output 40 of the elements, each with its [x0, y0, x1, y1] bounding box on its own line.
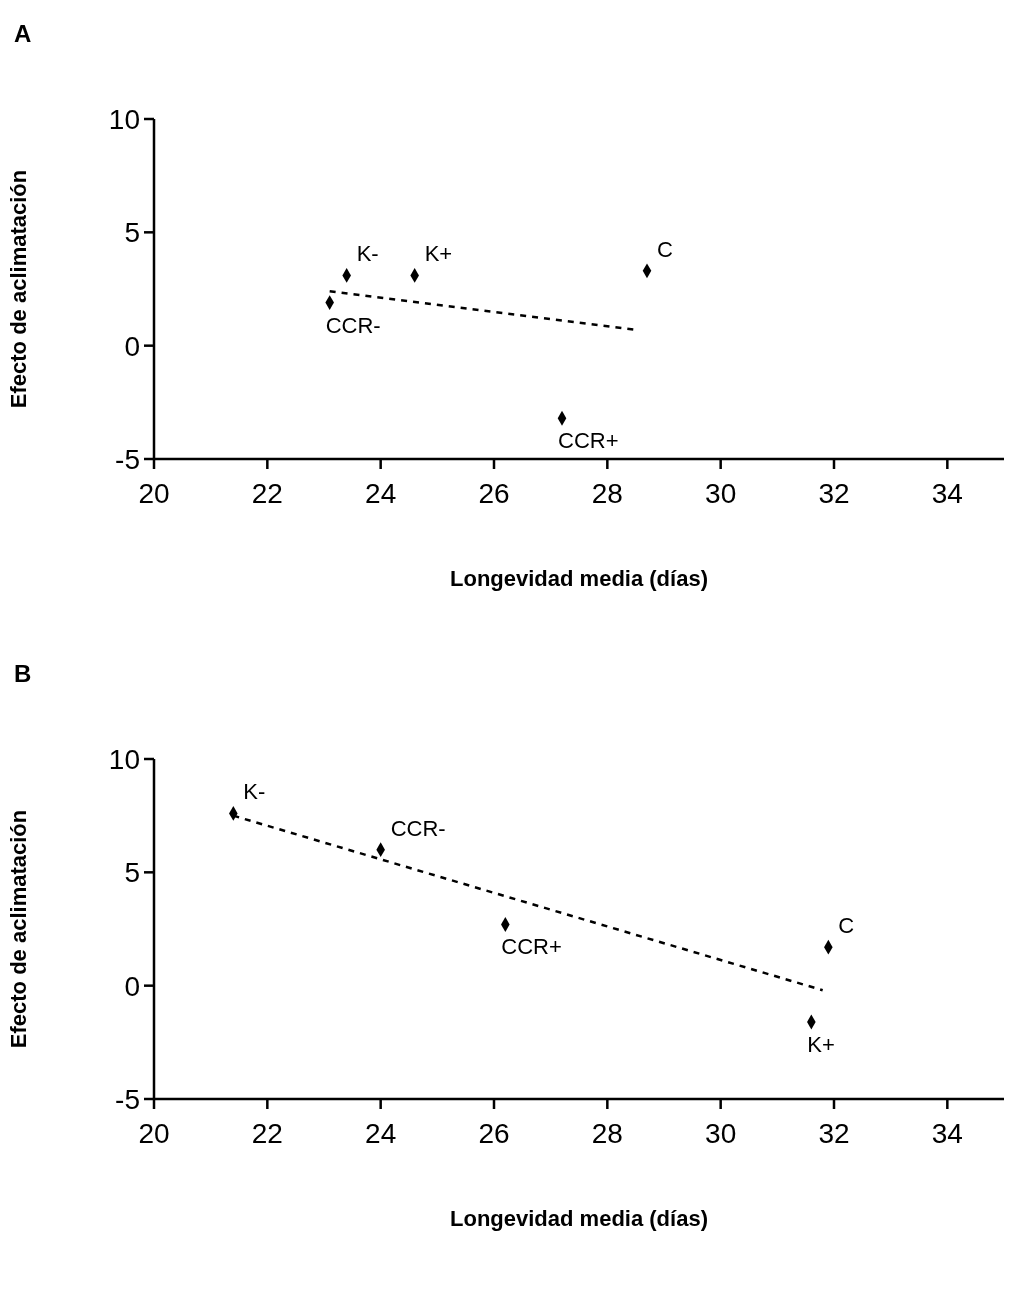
- y-tick-label: -5: [115, 1083, 140, 1115]
- annotation: CCR+: [558, 428, 619, 454]
- annotation: CCR-: [390, 815, 446, 841]
- x-tick-label: 20: [138, 477, 170, 509]
- y-tick-label: 10: [108, 103, 140, 135]
- annotation: K+: [807, 1031, 835, 1057]
- x-tick-label: 26: [478, 1117, 510, 1149]
- x-tick-label: 28: [591, 477, 623, 509]
- x-tick-label: 20: [138, 1117, 170, 1149]
- annotation: K-: [356, 241, 379, 267]
- x-tick-label: 30: [705, 1117, 737, 1149]
- x-tick-label: 24: [365, 1117, 397, 1149]
- annotation: K+: [424, 241, 453, 267]
- annotation: K-: [243, 779, 266, 805]
- x-axis-title: Longevidad media (días): [450, 566, 708, 591]
- x-tick-label: 32: [818, 1117, 850, 1149]
- x-tick-label: 22: [251, 1117, 283, 1149]
- y-tick-label: 5: [124, 217, 140, 249]
- x-tick-label: 26: [478, 477, 510, 509]
- x-tick-label: 24: [365, 477, 397, 509]
- y-tick-label: 0: [124, 970, 140, 1002]
- annotation: CCR-: [325, 312, 381, 338]
- x-tick-label: 22: [251, 477, 283, 509]
- x-tick-label: 28: [591, 1117, 623, 1149]
- y-tick-label: -5: [115, 443, 140, 475]
- y-axis-title: Efecto de aclimatación: [5, 169, 31, 409]
- x-tick-label: 30: [705, 477, 737, 509]
- annotation: CCR+: [501, 934, 562, 960]
- y-tick-label: 0: [124, 330, 140, 362]
- chart-title: B: [14, 660, 32, 688]
- x-axis-title: Longevidad media (días): [450, 1206, 708, 1231]
- chart-title: A: [14, 20, 32, 48]
- annotation: C: [838, 913, 855, 939]
- x-tick-label: 34: [931, 477, 963, 509]
- y-axis-title: Efecto de aclimatación: [5, 809, 31, 1049]
- annotation: C: [657, 236, 673, 262]
- y-tick-label: 5: [124, 857, 140, 889]
- y-tick-label: 10: [108, 743, 140, 775]
- x-tick-label: 32: [818, 477, 850, 509]
- x-tick-label: 34: [931, 1117, 963, 1149]
